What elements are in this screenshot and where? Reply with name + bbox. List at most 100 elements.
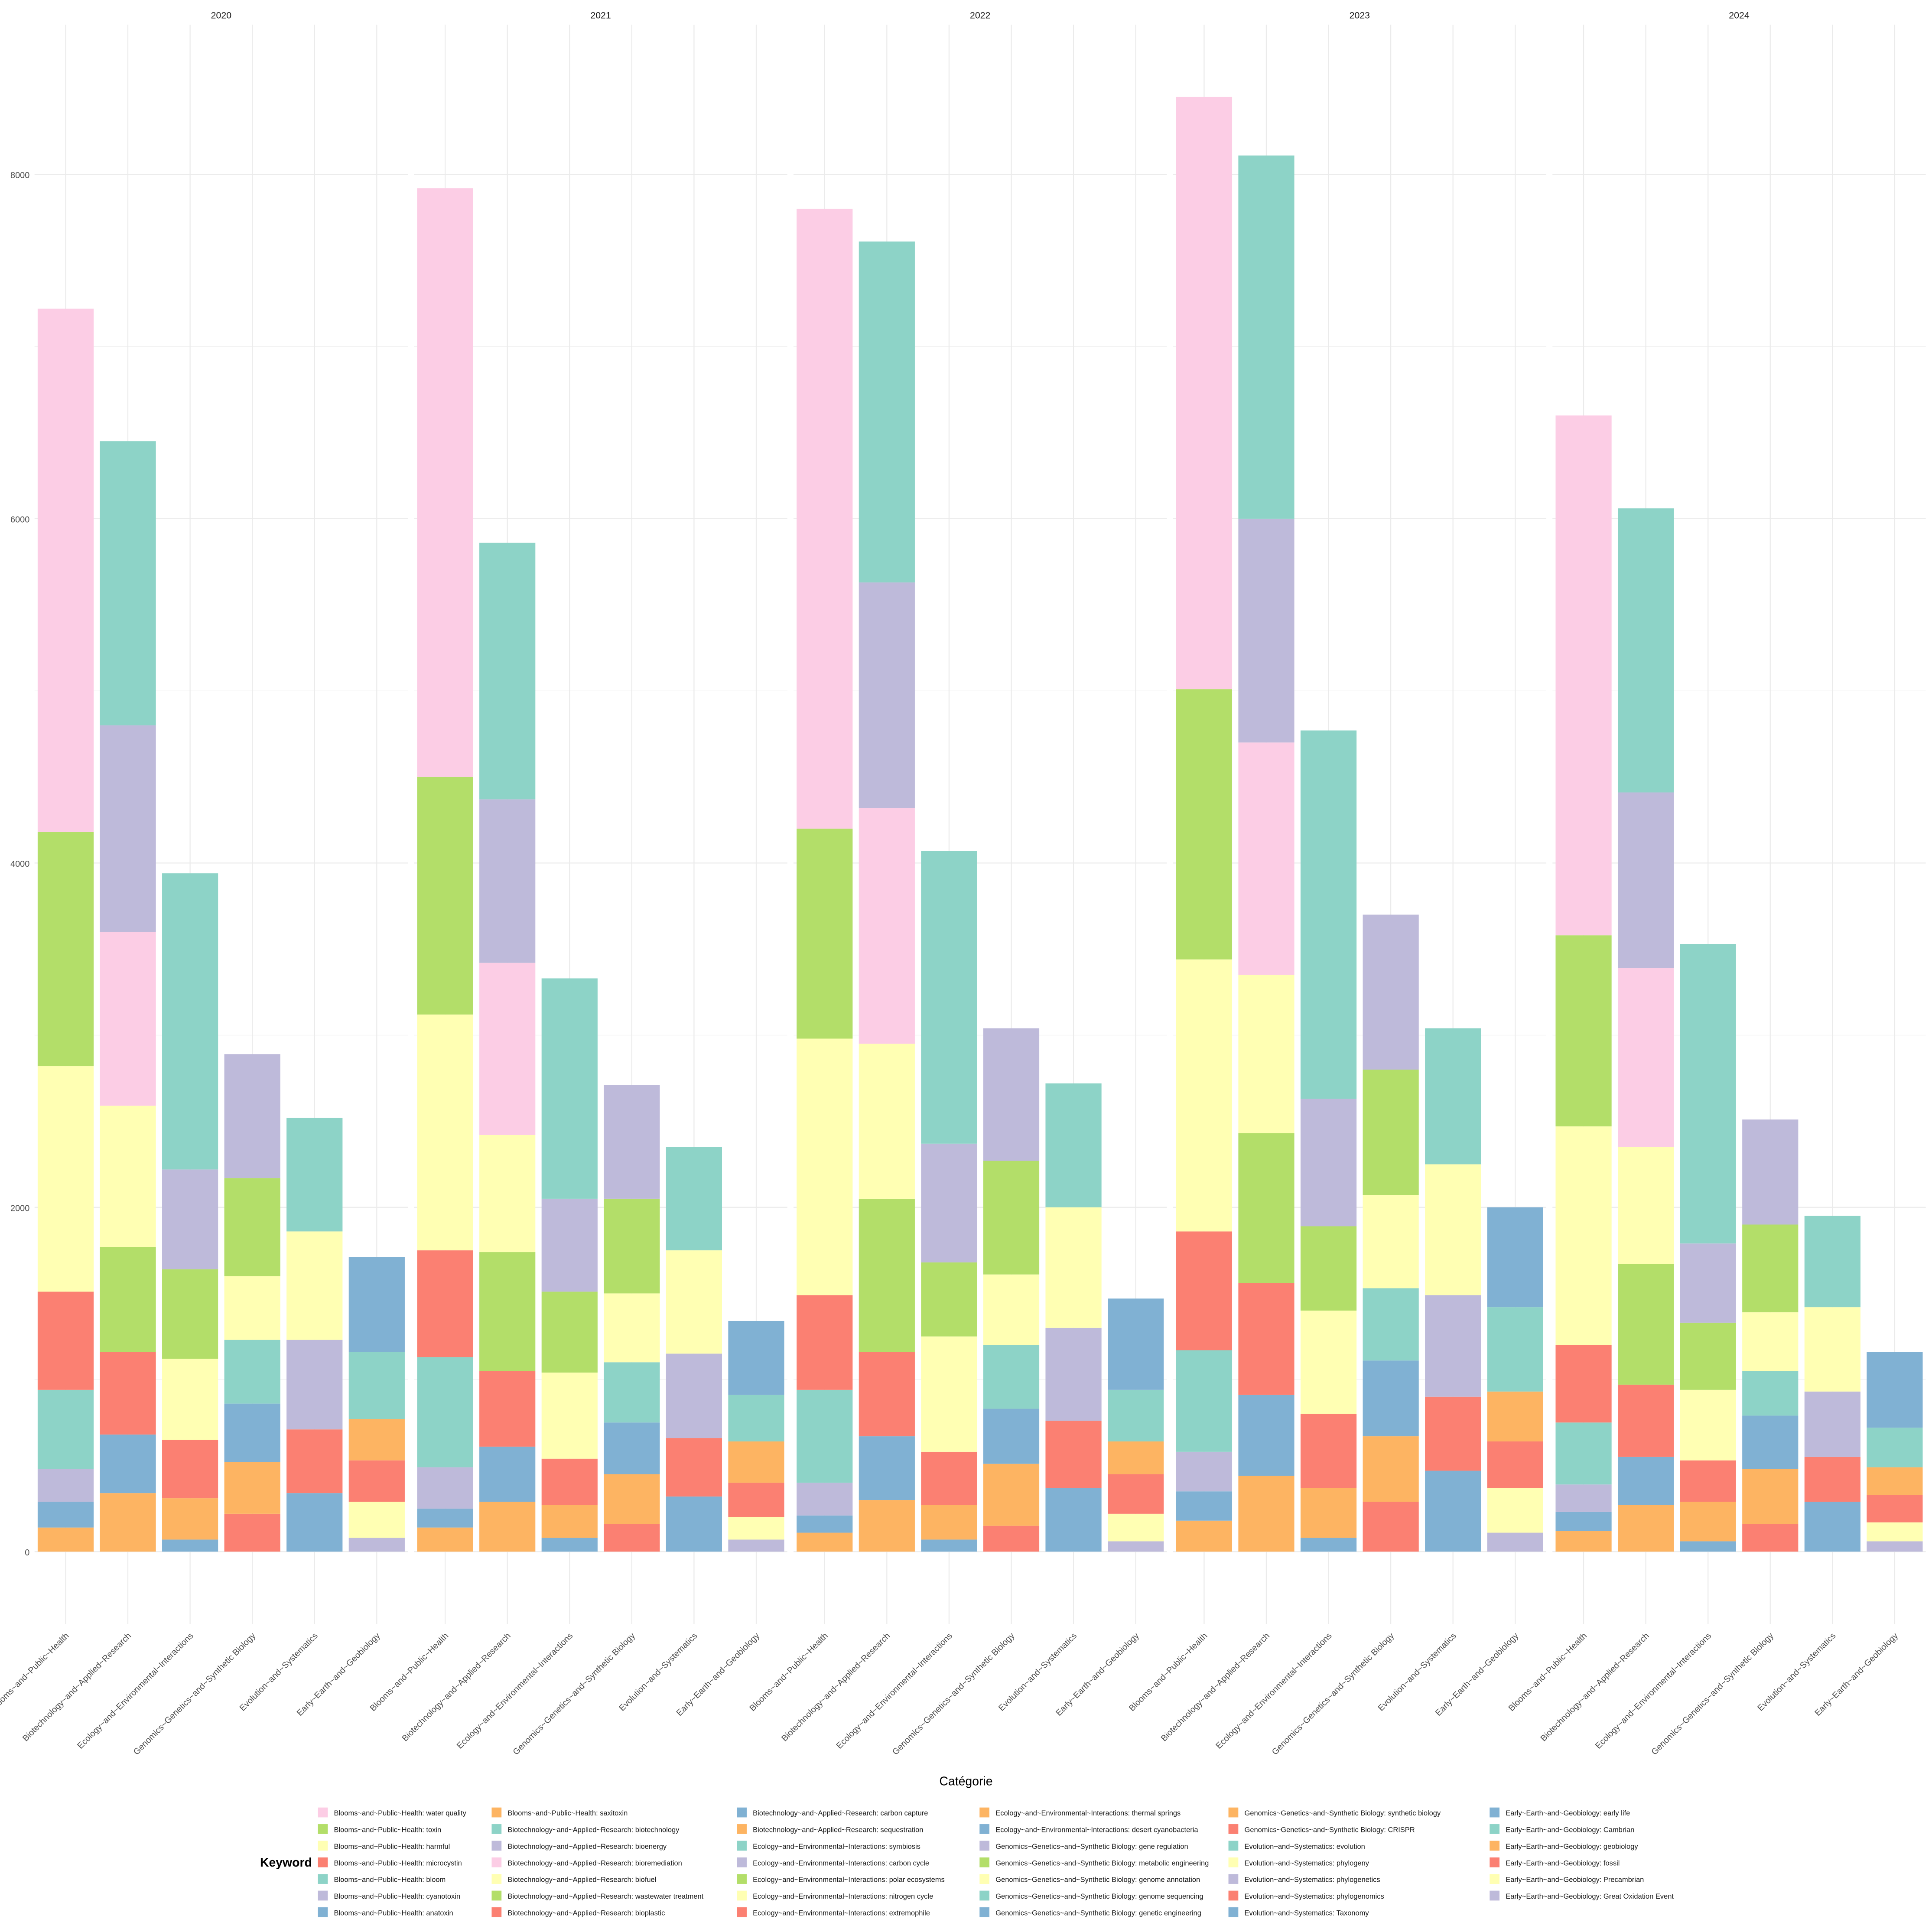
- facet-title: 2023: [1350, 10, 1370, 21]
- bar-segment: [1742, 1312, 1799, 1371]
- bar-segment: [224, 1513, 280, 1552]
- bar-segment: [728, 1483, 784, 1517]
- bar-segment: [1363, 1360, 1419, 1437]
- bar-segment: [1804, 1391, 1860, 1457]
- legend-swatch: [318, 1874, 328, 1884]
- bar-segment: [1176, 1520, 1233, 1552]
- bar-segment: [162, 1359, 218, 1440]
- bar-segment: [1300, 1099, 1357, 1226]
- bar-segment: [417, 777, 473, 1015]
- bar-segment: [1045, 1421, 1102, 1488]
- legend-label: Ecology~and~Environmental~Interactions: …: [995, 1826, 1198, 1834]
- bar-segment: [604, 1474, 660, 1524]
- legend-label: Biotechnology~and~Applied~Research: biot…: [507, 1826, 680, 1834]
- legend-label: Ecology~and~Environmental~Interactions: …: [753, 1843, 920, 1851]
- bar-segment: [1555, 415, 1612, 936]
- x-tick-label: Ecology~and~Environmental~Interactions: [835, 1631, 954, 1750]
- x-tick-label: Biotechnology~and~Applied~Research: [1159, 1631, 1272, 1743]
- bar-segment: [1742, 1469, 1799, 1524]
- bar-segment: [859, 1198, 915, 1352]
- bar-segment: [1680, 1322, 1736, 1390]
- bar-segment: [348, 1502, 405, 1538]
- bar-segment: [1804, 1307, 1860, 1392]
- legend-swatch: [1228, 1807, 1239, 1818]
- legend-swatch: [1490, 1841, 1500, 1851]
- bar-segment: [1108, 1474, 1164, 1514]
- bar-segment: [1425, 1164, 1481, 1295]
- bar-segment: [100, 932, 156, 1106]
- facet-title: 2021: [590, 10, 611, 21]
- bar-segment: [983, 1345, 1040, 1409]
- bar-segment: [1555, 1512, 1612, 1531]
- bar-segment: [479, 543, 536, 800]
- legend-swatch: [491, 1857, 502, 1867]
- bar-segment: [286, 1493, 343, 1552]
- bar-segment: [921, 1262, 977, 1337]
- bar-segment: [224, 1178, 280, 1276]
- x-tick-label: Genomics~Genetics~and~Synthetic Biology: [1649, 1631, 1775, 1757]
- bar-segment: [1176, 959, 1233, 1232]
- x-tick-label: Genomics~Genetics~and~Synthetic Biology: [891, 1631, 1016, 1757]
- bar-segment: [1487, 1441, 1543, 1488]
- bar-segment: [479, 963, 536, 1135]
- legend-label: Evolution~and~Systematics: Taxonomy: [1245, 1909, 1369, 1917]
- legend-label: Biotechnology~and~Applied~Research: bioe…: [507, 1843, 667, 1851]
- legend-swatch: [1228, 1890, 1239, 1901]
- legend-swatch: [737, 1824, 747, 1834]
- legend-label: Early~Earth~and~Geobiology: Cambrian: [1506, 1826, 1634, 1834]
- bar-segment: [1300, 730, 1357, 1099]
- bar-segment: [1867, 1428, 1923, 1467]
- legend-swatch: [979, 1907, 990, 1917]
- bar-segment: [983, 1409, 1040, 1464]
- legend-label: Evolution~and~Systematics: evolution: [1245, 1843, 1365, 1851]
- bar-segment: [1363, 1502, 1419, 1552]
- bar-segment: [1425, 1028, 1481, 1165]
- bar-segment: [604, 1293, 660, 1363]
- legend-swatch: [1228, 1841, 1239, 1851]
- bar-segment: [797, 1532, 853, 1552]
- legend-label: Blooms~and~Public~Health: water quality: [334, 1809, 467, 1817]
- bar-segment: [1176, 689, 1233, 960]
- bar-segment: [162, 873, 218, 1170]
- bar-segment: [983, 1161, 1040, 1275]
- legend-label: Genomics~Genetics~and~Synthetic Biology:…: [995, 1893, 1203, 1900]
- bar-segment: [224, 1340, 280, 1404]
- x-tick-label: Ecology~and~Environmental~Interactions: [1214, 1631, 1334, 1750]
- legend-swatch: [318, 1841, 328, 1851]
- bar-segment: [1618, 1147, 1674, 1264]
- legend-label: Genomics~Genetics~and~Synthetic Biology:…: [1245, 1809, 1441, 1817]
- x-tick-label: Biotechnology~and~Applied~Research: [780, 1631, 892, 1743]
- bar-segment: [1487, 1488, 1543, 1533]
- bar-segment: [1680, 1389, 1736, 1461]
- bar-segment: [1487, 1207, 1543, 1308]
- legend-swatch: [979, 1841, 990, 1851]
- bar-segment: [37, 309, 94, 832]
- legend-label: Ecology~and~Environmental~Interactions: …: [995, 1809, 1181, 1817]
- y-tick-label: 8000: [10, 171, 29, 180]
- bar-segment: [479, 1135, 536, 1252]
- bar-segment: [37, 1469, 94, 1502]
- bar-segment: [224, 1276, 280, 1340]
- bar-segment: [286, 1231, 343, 1340]
- bar-segment: [100, 1493, 156, 1552]
- legend-label: Early~Earth~and~Geobiology: fossil: [1506, 1859, 1620, 1867]
- legend-swatch: [318, 1807, 328, 1818]
- bar-segment: [37, 1527, 94, 1552]
- bar-segment: [417, 1467, 473, 1509]
- bar-segment: [224, 1054, 280, 1178]
- bar-segment: [1108, 1389, 1164, 1442]
- legend-swatch: [1490, 1824, 1500, 1834]
- x-tick-label: Genomics~Genetics~and~Synthetic Biology: [132, 1631, 257, 1757]
- facet-title: 2024: [1729, 10, 1750, 21]
- bar-segment: [479, 1446, 536, 1502]
- y-tick-label: 0: [25, 1548, 29, 1558]
- bar-segment: [666, 1438, 722, 1497]
- bar-segment: [286, 1118, 343, 1232]
- legend-swatch: [491, 1874, 502, 1884]
- x-tick-label: Ecology~and~Environmental~Interactions: [1594, 1631, 1713, 1750]
- bar-segment: [541, 1198, 598, 1292]
- legend-label: Ecology~and~Environmental~Interactions: …: [753, 1893, 933, 1900]
- bar-segment: [1238, 155, 1295, 519]
- x-axis-title: Catégorie: [939, 1775, 992, 1789]
- bar-segment: [797, 1515, 853, 1533]
